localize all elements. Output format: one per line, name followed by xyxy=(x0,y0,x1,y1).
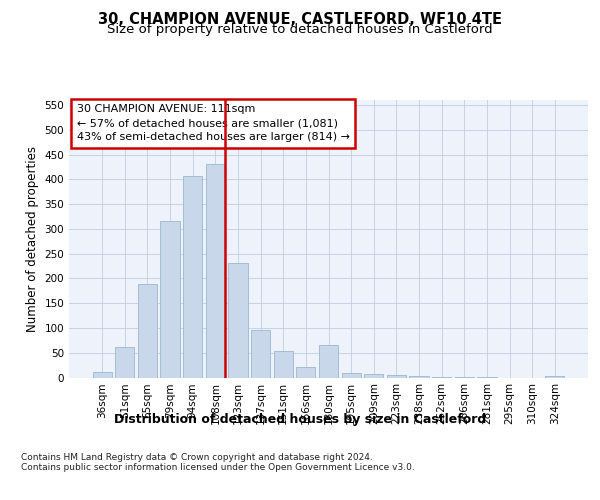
Bar xyxy=(545,376,565,378)
Bar xyxy=(409,376,428,378)
Bar xyxy=(432,376,451,378)
Bar xyxy=(341,372,361,378)
Bar xyxy=(160,222,180,378)
Bar xyxy=(229,262,248,378)
Bar xyxy=(319,346,338,378)
Text: 30, CHAMPION AVENUE, CASTLEFORD, WF10 4TE: 30, CHAMPION AVENUE, CASTLEFORD, WF10 4T… xyxy=(98,12,502,28)
Bar xyxy=(274,351,293,378)
Bar xyxy=(138,284,157,378)
Bar xyxy=(92,372,112,378)
Bar xyxy=(206,164,225,378)
Bar xyxy=(251,330,270,378)
Text: Contains public sector information licensed under the Open Government Licence v3: Contains public sector information licen… xyxy=(21,464,415,472)
Bar xyxy=(364,374,383,378)
Text: 30 CHAMPION AVENUE: 111sqm
← 57% of detached houses are smaller (1,081)
43% of s: 30 CHAMPION AVENUE: 111sqm ← 57% of deta… xyxy=(77,104,350,142)
Bar xyxy=(115,347,134,378)
Text: Contains HM Land Registry data © Crown copyright and database right 2024.: Contains HM Land Registry data © Crown c… xyxy=(21,452,373,462)
Bar xyxy=(296,366,316,378)
Bar xyxy=(183,176,202,378)
Bar xyxy=(387,375,406,378)
Text: Size of property relative to detached houses in Castleford: Size of property relative to detached ho… xyxy=(107,24,493,36)
Text: Distribution of detached houses by size in Castleford: Distribution of detached houses by size … xyxy=(114,412,486,426)
Y-axis label: Number of detached properties: Number of detached properties xyxy=(26,146,39,332)
